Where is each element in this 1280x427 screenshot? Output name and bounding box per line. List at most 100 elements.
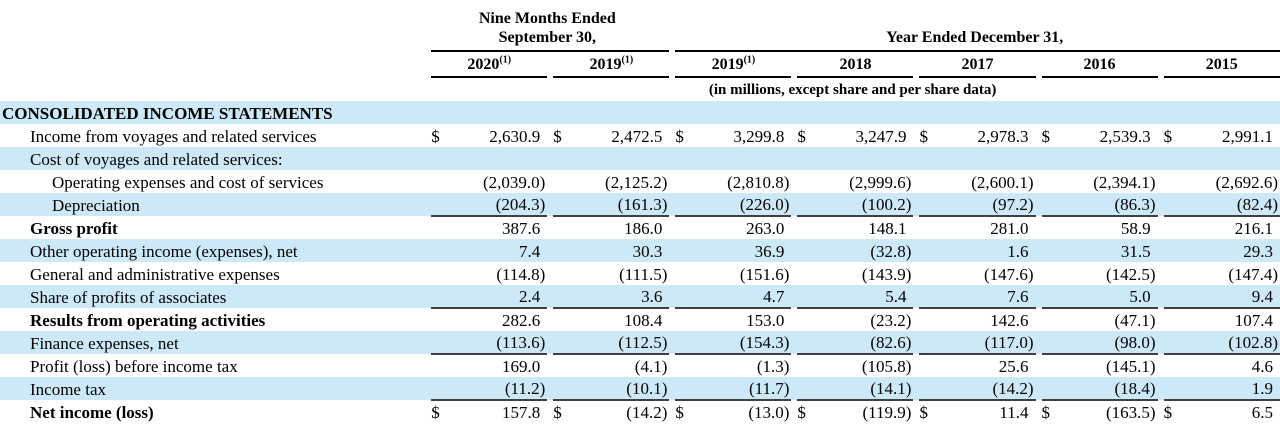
row-label: Income from voyages and related services: [30, 127, 317, 146]
value-cell: 30.3: [632, 242, 663, 261]
currency-symbol-cell: [1164, 147, 1184, 170]
year-ended-header: Year Ended December 31,: [669, 0, 1280, 52]
currency-symbol-cell: [1042, 262, 1062, 285]
footnote-marker: (1): [743, 54, 756, 66]
value-cell: [817, 147, 913, 170]
value-cell: (10.1): [573, 377, 670, 401]
row-label: Profit (loss) before income tax: [30, 357, 238, 376]
footnote-marker: (1): [499, 54, 512, 66]
table-row: General and administrative expenses (114.…: [0, 262, 1280, 285]
currency-symbol-cell: [675, 331, 696, 355]
value-cell: 3.6: [573, 285, 670, 309]
year-label: 2016: [1083, 56, 1116, 73]
currency-symbol-cell: [919, 377, 940, 401]
currency-symbol-cell: [797, 170, 817, 193]
currency-symbol-cell: [919, 216, 939, 239]
value-cell: (97.2): [939, 193, 1036, 217]
table-row: Income tax (11.2) (10.1) (11.7) (14.1) (14.2)…: [0, 377, 1280, 401]
value-cell: 58.9: [1120, 219, 1151, 238]
currency-symbol-cell: [1041, 377, 1062, 401]
currency-symbol-cell: [919, 354, 939, 377]
value-cell: 4.6: [1251, 357, 1273, 376]
value-cell: 7.4: [519, 242, 541, 261]
value-cell: 4.7: [695, 285, 792, 309]
value-cell: 282.6: [502, 311, 541, 330]
currency-symbol-cell: [431, 216, 451, 239]
value-cell: (2,810.8): [727, 173, 790, 192]
currency-symbol-cell: [1042, 147, 1062, 170]
column-header-2016: 2016: [1041, 52, 1158, 78]
currency-symbol-cell: $: [553, 403, 562, 422]
section-title-row: CONSOLIDATED INCOME STATEMENTS: [0, 101, 1280, 124]
currency-symbol-cell: [797, 331, 818, 355]
value-cell: 25.6: [998, 357, 1029, 376]
value-cell: (154.3): [695, 331, 792, 355]
currency-symbol-cell: [675, 377, 696, 401]
year-ended-label: Year Ended December 31,: [886, 29, 1064, 46]
value-cell: 2,472.5: [611, 127, 663, 146]
value-cell: 263.0: [746, 219, 785, 238]
currency-symbol-cell: [553, 377, 574, 401]
value-cell: 186.0: [624, 219, 663, 238]
currency-symbol-cell: [553, 308, 573, 331]
table-row: Other operating income (expenses), net 7.…: [0, 239, 1280, 262]
value-cell: (23.2): [870, 311, 912, 330]
currency-symbol-cell: [1164, 262, 1184, 285]
value-cell: 107.4: [1234, 311, 1273, 330]
table-row: Finance expenses, net (113.6) (112.5) (154.…: [0, 331, 1280, 355]
table-body: CONSOLIDATED INCOME STATEMENTS Income fr…: [0, 101, 1280, 423]
currency-symbol-cell: [431, 193, 452, 217]
header-spacer: [0, 77, 425, 101]
currency-symbol-cell: [553, 170, 573, 193]
currency-symbol-cell: $: [553, 127, 562, 146]
currency-symbol-cell: [553, 193, 574, 217]
currency-symbol-cell: [919, 147, 939, 170]
value-cell: (47.1): [1114, 311, 1156, 330]
nine-months-underline: [431, 50, 670, 52]
currency-symbol-cell: [431, 239, 451, 262]
value-cell: 1.6: [1007, 242, 1029, 261]
currency-symbol-cell: [797, 193, 818, 217]
year-label: 2020: [467, 56, 500, 73]
column-header-2020-9m: 2020(1): [431, 52, 548, 78]
currency-symbol-cell: [919, 239, 939, 262]
currency-symbol-cell: [553, 239, 573, 262]
period-header-row: Nine Months Ended September 30, Year End…: [0, 0, 1280, 52]
currency-symbol-cell: [1041, 285, 1062, 309]
value-cell: (114.8): [496, 265, 546, 284]
value-cell: (2,039.0): [482, 173, 546, 192]
value-cell: (4.1): [634, 357, 668, 376]
table-row: Operating expenses and cost of services (…: [0, 170, 1280, 193]
units-note-row: (in millions, except share and per share…: [0, 77, 1280, 101]
currency-symbol-cell: [675, 354, 695, 377]
row-label: Results from operating activities: [30, 311, 266, 330]
currency-symbol-cell: $: [431, 127, 440, 146]
nine-months-line2: September 30,: [498, 29, 597, 46]
currency-symbol-cell: [553, 216, 573, 239]
currency-symbol-cell: [431, 170, 451, 193]
currency-symbol-cell: [1163, 331, 1184, 355]
value-cell: (82.4): [1183, 193, 1280, 217]
value-cell: (163.5): [1105, 403, 1156, 422]
value-cell: (112.5): [573, 331, 670, 355]
currency-symbol-cell: [797, 377, 818, 401]
value-cell: 6.5: [1251, 403, 1273, 422]
value-cell: 2,539.3: [1099, 127, 1151, 146]
value-cell: [939, 147, 1035, 170]
value-cell: (11.7): [695, 377, 792, 401]
currency-symbol-cell: $: [675, 403, 684, 422]
nine-months-header: Nine Months Ended September 30,: [425, 0, 670, 52]
value-cell: (86.3): [1061, 193, 1158, 217]
table-row: Income from voyages and related services…: [0, 124, 1280, 147]
currency-symbol-cell: [1042, 239, 1062, 262]
currency-symbol-cell: [675, 239, 695, 262]
currency-symbol-cell: [553, 147, 573, 170]
currency-symbol-cell: [1163, 377, 1184, 401]
nine-months-line1: Nine Months Ended: [478, 10, 616, 27]
value-cell: 2.4: [451, 285, 548, 309]
currency-symbol-cell: $: [797, 403, 806, 422]
row-label: Other operating income (expenses), net: [30, 242, 298, 261]
currency-symbol-cell: [431, 262, 451, 285]
value-cell: [573, 147, 669, 170]
row-label: Gross profit: [30, 219, 118, 238]
